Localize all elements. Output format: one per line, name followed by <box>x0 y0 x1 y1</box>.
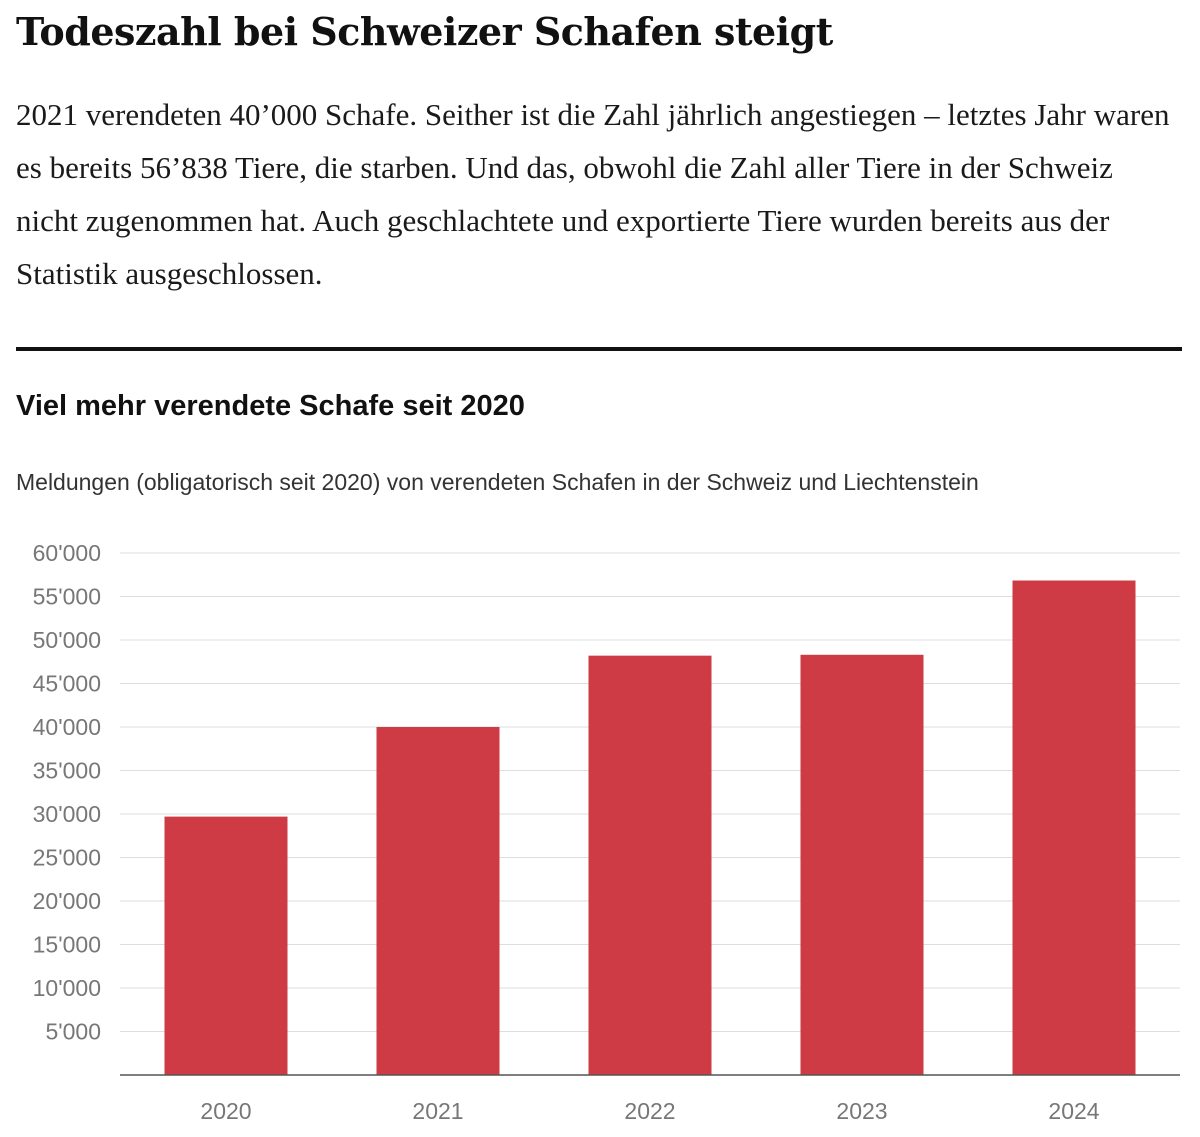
y-tick-label: 60'000 <box>33 540 101 566</box>
y-tick-label: 5'000 <box>45 1019 101 1045</box>
x-tick-label: 2022 <box>624 1098 675 1124</box>
y-tick-label: 20'000 <box>33 888 101 914</box>
y-tick-label: 55'000 <box>33 584 101 610</box>
y-tick-label: 30'000 <box>33 801 101 827</box>
bar-2021 <box>376 727 500 1075</box>
y-tick-label: 50'000 <box>33 627 101 653</box>
y-tick-label: 10'000 <box>33 975 101 1001</box>
chart-title: Viel mehr verendete Schafe seit 2020 <box>16 390 525 422</box>
y-tick-label: 15'000 <box>33 932 101 958</box>
y-tick-label: 45'000 <box>33 671 101 697</box>
article-lead: 2021 verendeten 40’000 Schafe. Seither i… <box>16 97 1170 291</box>
bar-2024 <box>1012 580 1136 1075</box>
section-divider <box>16 347 1182 351</box>
y-tick-label: 35'000 <box>33 758 101 784</box>
y-tick-label: 25'000 <box>33 845 101 871</box>
x-tick-label: 2020 <box>200 1098 251 1124</box>
article-headline: Todeszahl bei Schweizer Schafen steigt <box>16 9 833 54</box>
y-tick-label: 40'000 <box>33 714 101 740</box>
chart-subtitle: Meldungen (obligatorisch seit 2020) von … <box>16 469 979 495</box>
x-tick-label: 2024 <box>1048 1098 1099 1124</box>
x-tick-label: 2023 <box>836 1098 887 1124</box>
bar-2022 <box>588 655 712 1075</box>
bar-2023 <box>800 654 924 1075</box>
x-tick-label: 2021 <box>412 1098 463 1124</box>
bar-2020 <box>164 816 288 1075</box>
